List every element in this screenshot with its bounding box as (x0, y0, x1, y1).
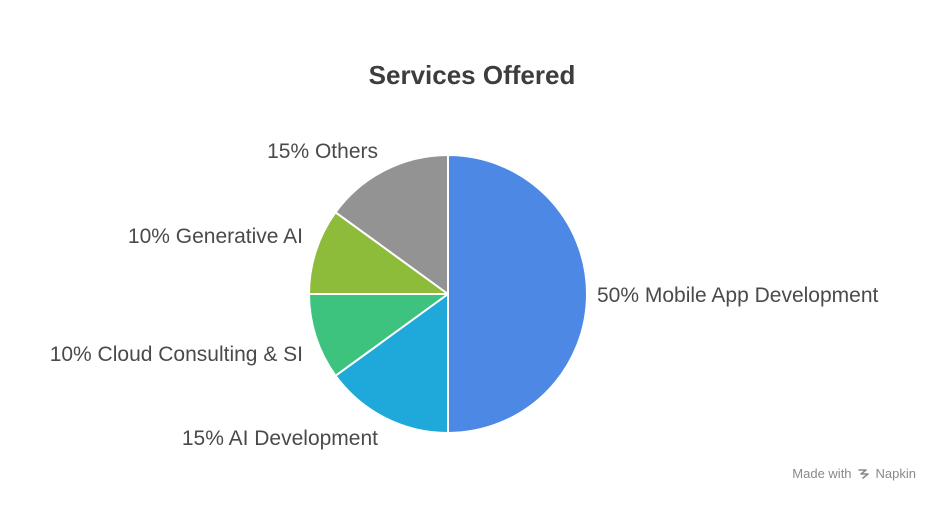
napkin-brand-text: Napkin (875, 466, 916, 481)
slice-label-generative-ai: 10% Generative AI (128, 225, 303, 248)
pie-slice-others (334, 154, 449, 295)
slice-label-others: 15% Others (267, 140, 378, 163)
napkin-logo-icon (857, 468, 869, 479)
chart-title: Services Offered (368, 60, 576, 90)
slice-label-ai-development: 15% AI Development (182, 427, 378, 450)
slice-label-mobile-app-development: 50% Mobile App Development (597, 284, 879, 307)
pie-slice-mobile-app-development (447, 154, 588, 434)
pie-labels: 50% Mobile App Development 15% AI Develop… (50, 140, 879, 450)
pie-slices (308, 154, 588, 434)
made-with-text: Made with (792, 466, 852, 481)
pie-slice-generative-ai (308, 211, 449, 295)
pie-slice-ai-development (334, 293, 449, 434)
slice-label-cloud-consulting-si: 10% Cloud Consulting & SI (50, 343, 303, 366)
pie-slice-cloud-consulting-si (308, 293, 449, 377)
made-with-napkin[interactable]: Made with Napkin (792, 466, 916, 481)
